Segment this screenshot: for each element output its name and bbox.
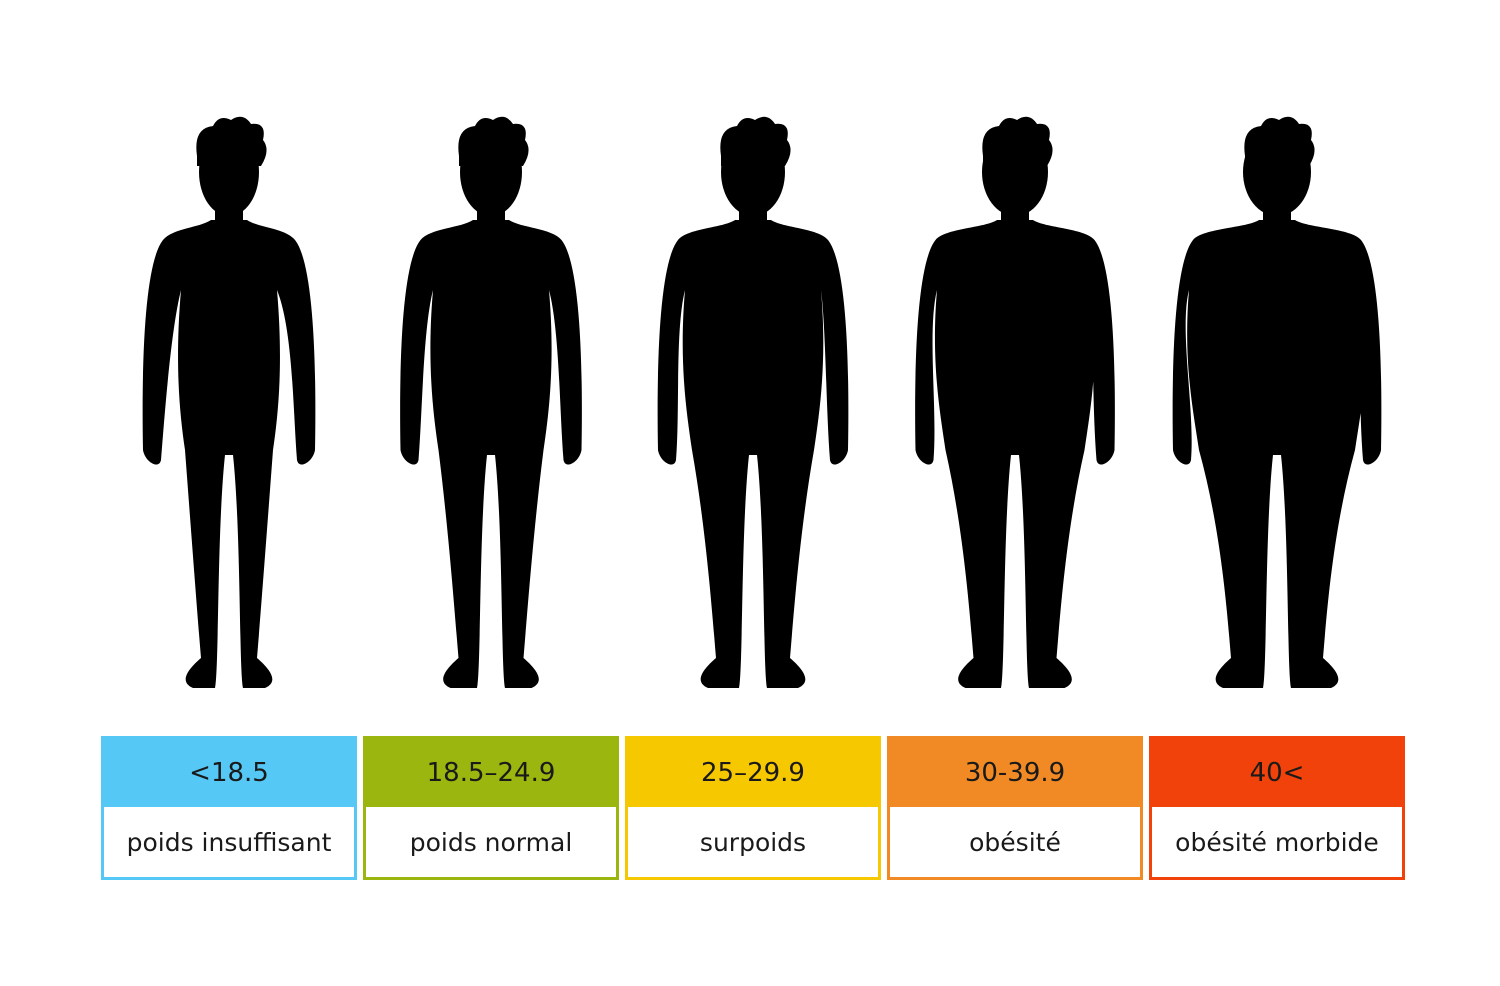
silhouette-body — [657, 220, 849, 688]
silhouette-hair — [458, 116, 529, 166]
category-label: obésité — [969, 827, 1061, 857]
bmi-range: 30-39.9 — [890, 739, 1140, 807]
person-silhouette-icon — [363, 110, 619, 700]
silhouette-body — [400, 220, 582, 688]
silhouette-hair — [196, 116, 267, 166]
category-card: 40< obésité morbide — [1149, 736, 1405, 880]
category-label: poids normal — [409, 827, 573, 857]
category-label: poids insuffisant — [126, 827, 332, 857]
person-silhouette-icon — [887, 110, 1143, 700]
category-underweight: <18.5 poids insuffisant — [101, 0, 357, 986]
category-card: 18.5–24.9 poids normal — [363, 736, 619, 880]
bmi-range: 18.5–24.9 — [366, 739, 616, 807]
bmi-range: <18.5 — [104, 739, 354, 807]
person-silhouette-icon — [101, 110, 357, 700]
category-card: <18.5 poids insuffisant — [101, 736, 357, 880]
category-obese: 30-39.9 obésité — [887, 0, 1143, 986]
category-card: 25–29.9 surpoids — [625, 736, 881, 880]
bmi-range: 25–29.9 — [628, 739, 878, 807]
silhouette-hair — [982, 116, 1053, 166]
category-normal: 18.5–24.9 poids normal — [363, 0, 619, 986]
silhouette-hair — [720, 116, 791, 166]
person-silhouette-icon — [1149, 110, 1405, 700]
category-label: obésité morbide — [1175, 827, 1379, 857]
silhouette-body — [1172, 220, 1382, 688]
category-card: 30-39.9 obésité — [887, 736, 1143, 880]
category-morbid-obese: 40< obésité morbide — [1149, 0, 1405, 986]
silhouette-body — [915, 220, 1115, 688]
category-label: surpoids — [699, 827, 807, 857]
bmi-range: 40< — [1152, 739, 1402, 807]
silhouette-hair — [1244, 116, 1315, 166]
category-overweight: 25–29.9 surpoids — [625, 0, 881, 986]
silhouette-body — [142, 220, 316, 688]
person-silhouette-icon — [625, 110, 881, 700]
